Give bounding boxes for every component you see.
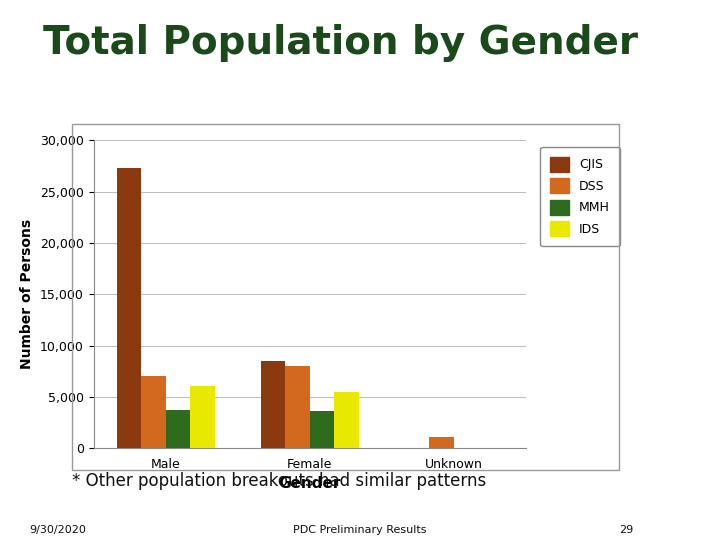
Bar [166, 410, 190, 448]
Text: Total Population by Gender: Total Population by Gender [43, 24, 638, 62]
Bar [334, 392, 359, 448]
Y-axis label: Number of Persons: Number of Persons [20, 219, 35, 369]
X-axis label: Gender: Gender [279, 476, 341, 491]
Bar [141, 376, 166, 448]
Bar [190, 386, 215, 448]
Legend: CJIS, DSS, MMH, IDS: CJIS, DSS, MMH, IDS [541, 147, 620, 246]
Text: 9/30/2020: 9/30/2020 [29, 524, 86, 535]
Text: * Other population breakouts had similar patterns: * Other population breakouts had similar… [72, 472, 486, 490]
Bar [117, 168, 141, 448]
Bar [310, 411, 334, 448]
Bar [285, 366, 310, 448]
Text: 29: 29 [619, 524, 634, 535]
Bar [429, 437, 454, 448]
Text: PDC Preliminary Results: PDC Preliminary Results [293, 524, 427, 535]
Bar [261, 361, 285, 448]
